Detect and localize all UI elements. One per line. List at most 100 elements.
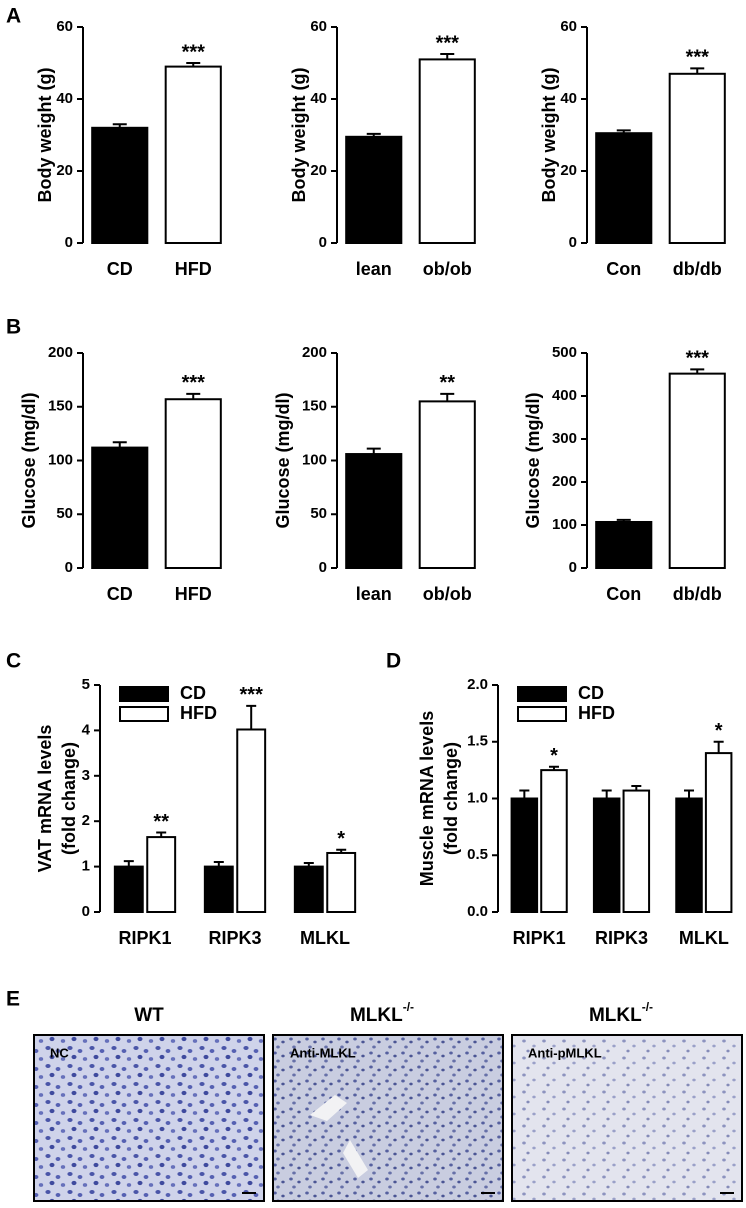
error-bar: [156, 831, 167, 838]
y-tick-label: 20: [560, 162, 577, 179]
histology-image: [272, 1034, 504, 1202]
error-bar: [366, 132, 381, 137]
error-bar: [690, 368, 705, 374]
y-tick-label: 200: [552, 473, 577, 490]
y-tick-label: 200: [302, 344, 327, 361]
bar: [91, 126, 149, 244]
x-tick-label: HFD: [175, 584, 212, 604]
y-tick-label: 20: [56, 162, 73, 179]
x-tick-label: Con: [606, 584, 641, 604]
significance: *: [337, 828, 345, 850]
y-axis-label: Glucose (mg/dl): [523, 392, 543, 528]
image-title-main: MLKL: [589, 1005, 642, 1026]
error-bar: [519, 789, 530, 799]
image-title-sup: -/-: [642, 1000, 653, 1014]
y-tick-label: 40: [560, 90, 577, 107]
y-tick-label: 1.5: [467, 733, 488, 750]
legend-label: CD: [180, 683, 206, 703]
significance: **: [439, 372, 455, 394]
error-bar: [684, 789, 695, 799]
y-tick-label: 500: [552, 344, 577, 361]
y-tick-label: 0.0: [467, 903, 488, 920]
image-title: WT: [134, 1005, 164, 1026]
legend-label: HFD: [578, 703, 615, 723]
bar: [164, 398, 222, 569]
significance: ***: [686, 47, 710, 69]
histology-image: [511, 1034, 743, 1202]
y-tick-label: 2.0: [467, 676, 488, 693]
error-bar: [336, 848, 347, 853]
y-tick-label: 300: [552, 430, 577, 447]
significance: ***: [240, 684, 264, 706]
error-bar: [690, 67, 705, 74]
x-tick-label: lean: [356, 259, 392, 279]
y-tick-label: 0: [65, 559, 73, 576]
significance: ***: [436, 32, 460, 54]
panel-label: C: [6, 650, 21, 673]
error-bar: [112, 441, 127, 448]
y-tick-label: 0.5: [467, 846, 488, 863]
bar: [668, 72, 726, 244]
bar: [592, 797, 621, 913]
y-tick-label: 0: [319, 559, 327, 576]
y-tick-label: 40: [310, 90, 327, 107]
bar: [540, 769, 568, 913]
y-axis-label: Body weight (g): [539, 68, 559, 203]
error-bar: [631, 785, 642, 791]
image-label: Anti-pMLKL: [528, 1045, 602, 1060]
bar: [622, 789, 651, 913]
error-bar: [303, 861, 314, 867]
y-tick-label: 400: [552, 387, 577, 404]
x-tick-label: db/db: [673, 584, 722, 604]
x-tick-label: lean: [356, 584, 392, 604]
x-tick-label: RIPK1: [513, 928, 566, 948]
y-tick-label: 0: [319, 234, 327, 251]
bar: [91, 446, 149, 570]
significance: ***: [686, 348, 710, 370]
bar: [704, 752, 733, 913]
y-tick-label: 150: [302, 398, 327, 415]
x-tick-label: MLKL: [300, 928, 350, 948]
panel-label: A: [6, 5, 21, 28]
y-axis-label: (fold change): [441, 742, 461, 855]
x-tick-label: db/db: [673, 259, 722, 279]
vessel: [310, 1095, 368, 1178]
y-tick-label: 20: [310, 162, 327, 179]
x-tick-label: ob/ob: [423, 259, 472, 279]
y-axis-label: Glucose (mg/dl): [19, 392, 39, 528]
bar: [345, 135, 403, 244]
y-axis-label: Body weight (g): [35, 68, 55, 203]
y-tick-label: 1: [82, 858, 90, 875]
panel-label: D: [386, 650, 401, 673]
y-tick-label: 50: [310, 505, 327, 522]
error-bar: [713, 740, 724, 754]
legend-swatch: [517, 706, 567, 722]
bar: [113, 865, 144, 913]
bar: [146, 836, 177, 914]
x-tick-label: MLKL: [679, 928, 729, 948]
error-bar: [440, 392, 455, 402]
x-tick-label: CD: [107, 584, 133, 604]
y-tick-label: 100: [48, 451, 73, 468]
y-tick-label: 150: [48, 398, 73, 415]
y-tick-label: 2: [82, 812, 90, 829]
error-bar: [616, 518, 631, 522]
y-tick-label: 0: [569, 559, 577, 576]
error-bar: [213, 861, 224, 867]
y-axis-label: Muscle mRNA levels: [417, 711, 437, 886]
panel-label: B: [6, 316, 21, 339]
significance: ***: [182, 372, 206, 394]
y-tick-label: 40: [56, 90, 73, 107]
bar: [326, 851, 357, 913]
error-bar: [616, 129, 631, 134]
y-tick-label: 100: [302, 451, 327, 468]
y-axis-label: Glucose (mg/dl): [273, 392, 293, 528]
bar: [595, 132, 653, 244]
x-tick-label: HFD: [175, 259, 212, 279]
legend-label: CD: [578, 683, 604, 703]
bar: [510, 797, 539, 913]
y-axis-label: Body weight (g): [289, 68, 309, 203]
y-tick-label: 0: [65, 234, 73, 251]
legend-label: HFD: [180, 703, 217, 723]
